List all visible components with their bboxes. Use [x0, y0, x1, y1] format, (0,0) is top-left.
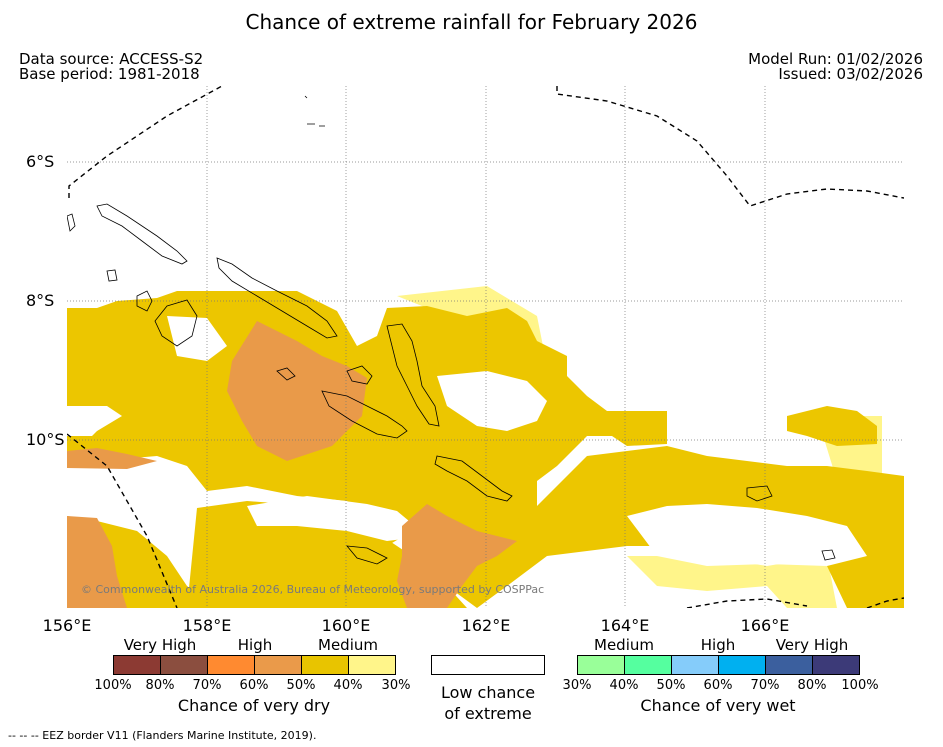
wet-tick: 100% [841, 678, 879, 693]
model-run: Model Run: 01/02/2026 [748, 50, 923, 68]
wet-tick: 80% [797, 678, 827, 693]
wet-swatch [671, 655, 719, 675]
dry-swatch [207, 655, 255, 675]
copyright-notice: © Commonwealth of Australia 2026, Bureau… [81, 583, 545, 596]
wet-swatch [577, 655, 625, 675]
chart-title: Chance of extreme rainfall for February … [245, 10, 698, 34]
dry-tick: 30% [381, 678, 411, 693]
dry-swatch [348, 655, 396, 675]
lon-label-166e: 166°E [740, 616, 790, 635]
issued-date: Issued: 03/02/2026 [778, 65, 923, 83]
wet-tick: 40% [609, 678, 639, 693]
wet-swatch [812, 655, 860, 675]
low-chance-caption-line1: Low chance [440, 683, 536, 702]
wet-header-medium: Medium [594, 636, 654, 654]
dry-tick: 60% [239, 678, 269, 693]
lat-label-10s: 10°S [26, 430, 65, 449]
coastlines [67, 95, 836, 565]
data-source: Data source: ACCESS-S2 [19, 50, 204, 68]
dry-caption: Chance of very dry [177, 696, 331, 715]
dry-header-medium: Medium [318, 636, 378, 654]
eez-border [67, 86, 904, 608]
wet-tick: 30% [562, 678, 592, 693]
shading-orange [67, 321, 517, 608]
lat-label-8s: 8°S [26, 291, 55, 310]
wet-swatch [624, 655, 672, 675]
dry-header-very-high: Very High [123, 636, 197, 654]
source-info: Data source: ACCESS-S2 Base period: 1981… [19, 52, 203, 82]
shading-yellow [67, 291, 904, 608]
dry-tick: 100% [94, 678, 132, 693]
lon-label-164e: 164°E [600, 616, 650, 635]
wet-swatch [765, 655, 813, 675]
dry-swatch [160, 655, 208, 675]
wet-tick: 60% [703, 678, 733, 693]
wet-header-very-high: Very High [775, 636, 849, 654]
lat-label-6s: 6°S [26, 152, 55, 171]
wet-tick: 70% [750, 678, 780, 693]
dry-swatch [301, 655, 349, 675]
dry-tick: 50% [286, 678, 316, 693]
dry-swatch [113, 655, 161, 675]
rainfall-map[interactable] [67, 86, 904, 608]
dry-header-high: High [237, 636, 273, 654]
gridlines [67, 86, 904, 608]
wet-header-high: High [700, 636, 736, 654]
wet-swatch [718, 655, 766, 675]
run-info: Model Run: 01/02/2026 Issued: 03/02/2026 [748, 52, 923, 82]
dry-tick: 70% [192, 678, 222, 693]
wet-tick: 50% [656, 678, 686, 693]
dry-swatch [254, 655, 302, 675]
lon-label-160e: 160°E [321, 616, 371, 635]
lon-label-156e: 156°E [42, 616, 92, 635]
low-chance-swatch [431, 655, 545, 675]
map-canvas [67, 86, 904, 608]
lon-label-162e: 162°E [461, 616, 511, 635]
shading-white-gaps [67, 316, 867, 566]
wet-caption: Chance of very wet [640, 696, 796, 715]
eez-footnote: -- -- -- EEZ border V11 (Flanders Marine… [8, 729, 317, 742]
dry-tick: 80% [145, 678, 175, 693]
base-period: Base period: 1981-2018 [19, 65, 200, 83]
dry-tick: 40% [333, 678, 363, 693]
lon-label-158e: 158°E [182, 616, 232, 635]
low-chance-caption-line2: of extreme [444, 704, 532, 723]
